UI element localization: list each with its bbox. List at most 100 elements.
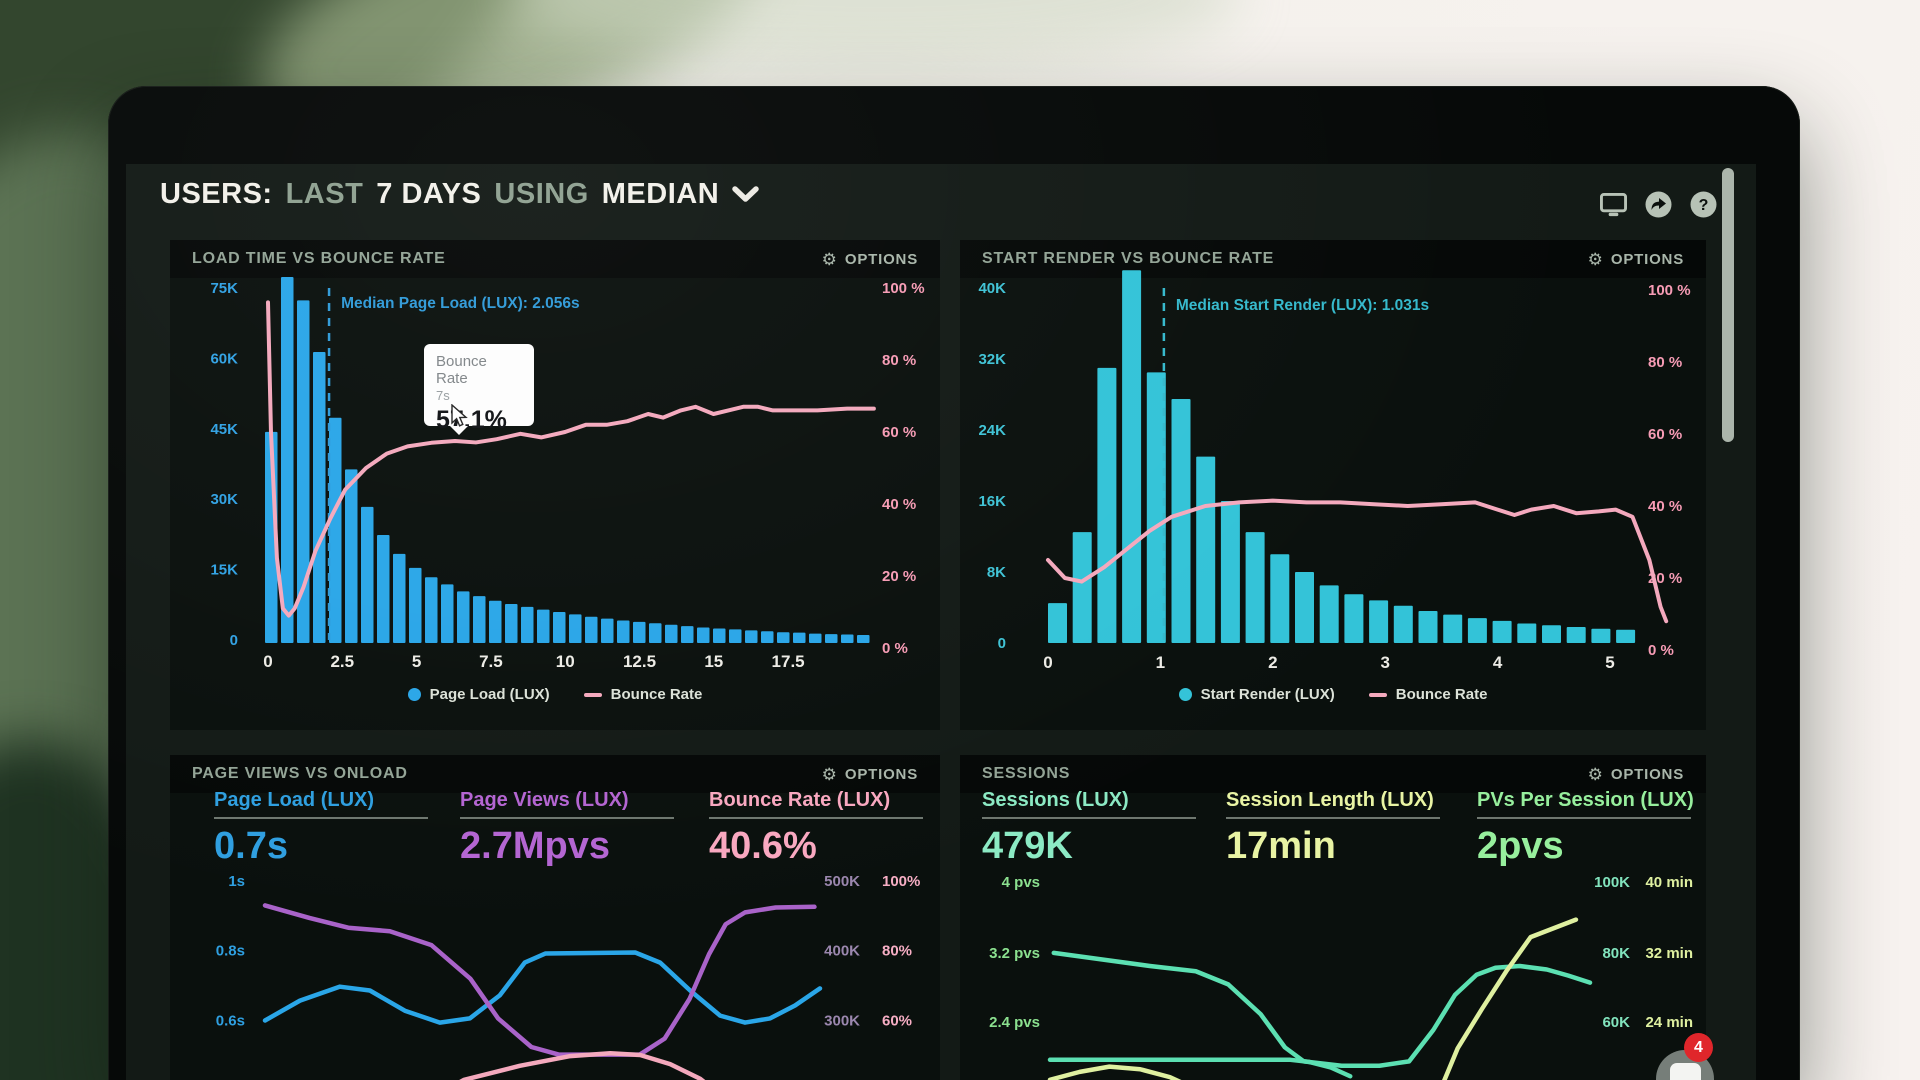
x-axis-tick-label: 10 [556,652,575,671]
histogram-bar [1566,627,1586,643]
histogram-bar [1146,372,1166,643]
y-axis-right-label: 20 % [882,568,916,585]
histogram-bar [633,621,646,643]
title-part: 7 DAYS [376,178,482,210]
histogram-bar [1196,456,1216,643]
y-axis-right-label: 0 % [882,640,908,657]
metric-label: PVs Per Session (LUX) [1477,789,1694,811]
histogram-bar [1369,600,1389,643]
axis-label: 400K [824,943,860,960]
gear-icon: ⚙ [1587,249,1603,269]
options-label: OPTIONS [1610,250,1684,268]
legend-dash-swatch [583,692,602,697]
metric-label: Page Load (LUX) [214,789,375,811]
histogram-bar [809,633,822,643]
y-axis-right-label: 60 % [1648,426,1682,443]
metric-label: Sessions (LUX) [982,789,1129,811]
series-line [1442,917,1579,1080]
histogram-bar [1492,620,1512,643]
y-axis-left-label: 16K [978,493,1006,510]
x-axis-tick-label: 5 [412,652,421,671]
x-axis-tick-label: 4 [1493,653,1503,672]
x-axis-tick-label: 3 [1380,653,1389,672]
y-axis-left-label: 8K [987,564,1006,581]
histogram-bar [441,584,454,643]
options-button[interactable]: ⚙ OPTIONS [1588,251,1684,268]
histogram-bar [729,629,742,643]
histogram-bar [745,630,758,643]
histogram-bar [1517,623,1537,643]
histogram-bar [537,609,550,643]
x-axis-tick-label: 12.5 [623,652,656,671]
bounce-rate-line [1046,498,1669,624]
histogram-bar [1072,532,1092,643]
axis-label: 500K [824,873,860,890]
metric-value: 0.7s [214,825,288,867]
users-filter-dropdown[interactable]: USERS: LAST 7 DAYS USING MEDIAN [160,178,759,211]
histogram-bar [585,616,598,643]
legend-item[interactable]: Start Render (LUX) [1178,686,1335,703]
histogram-bar [713,628,726,643]
options-button[interactable]: ⚙ OPTIONS [1588,766,1684,783]
title-part: USING [494,178,589,210]
y-axis-left-label: 0 [998,635,1006,652]
legend-item[interactable]: Bounce Rate [583,686,703,703]
chat-notification-badge: 4 [1684,1033,1713,1062]
options-button[interactable]: ⚙ OPTIONS [822,251,918,268]
y-axis-right-label: 0 % [1648,642,1674,659]
gear-icon: ⚙ [821,764,837,784]
metric-underline [1477,817,1691,819]
title-part: LAST [285,178,364,210]
axis-label: 40 min [1645,874,1693,891]
panel-header: SESSIONS ⚙ OPTIONS [960,755,1706,793]
axis-label: 60K [1602,1014,1630,1031]
axis-label: 100% [882,873,920,890]
histogram-bar [361,506,374,643]
histogram-bar [857,635,870,643]
options-button[interactable]: ⚙ OPTIONS [822,766,918,783]
legend-dot-swatch [1178,688,1192,701]
metric-underline [214,817,428,819]
x-axis-tick-label: 2 [1268,653,1277,672]
histogram-bar [1616,629,1636,643]
metric-value: 17min [1226,825,1336,867]
histogram-bar [1245,532,1265,643]
x-axis-tick-label: 2.5 [330,652,354,671]
share-icon[interactable] [1645,191,1672,218]
chart-tooltip: Bounce Rate 7s 57.1% [424,344,534,435]
legend-label: Bounce Rate [610,686,703,703]
page-views-chart[interactable]: 1s 0.8s 0.6s 500K 400K 300K 100% 80% 60% [170,755,940,1080]
help-icon[interactable]: ? [1690,191,1717,218]
legend-label: Start Render (LUX) [1200,686,1335,703]
panel-title: SESSIONS [982,765,1071,782]
legend-item[interactable]: Page Load (LUX) [407,686,550,703]
metric-label: Bounce Rate (LUX) [709,789,891,811]
legend-label: Page Load (LUX) [429,686,550,703]
histogram-bar [313,352,326,643]
y-axis-left-label: 40K [978,280,1006,297]
series-line [1047,1057,1353,1079]
axis-label: 24 min [1645,1014,1693,1031]
scrollbar-thumb[interactable] [1722,168,1734,442]
legend-dot-swatch [407,688,421,701]
panel-start-render-vs-bounce-rate: START RENDER VS BOUNCE RATE ⚙ OPTIONS 40… [960,240,1706,730]
histogram-bar [793,632,806,643]
panel-sessions: SESSIONS ⚙ OPTIONS Sessions (LUX) 479K S… [960,755,1706,1080]
metric-value: 40.6% [709,825,817,867]
load-time-chart[interactable]: 75K 60K 45K 30K 15K 0 100 % 80 % 60 % 40 % 20 % 0 %… [170,240,940,730]
gear-icon: ⚙ [1587,764,1603,784]
histogram-bar [697,627,710,643]
display-icon[interactable] [1600,191,1627,218]
histogram-bar [825,634,838,643]
histogram-bar [1097,367,1117,643]
x-axis-tick-label: 5 [1605,653,1614,672]
options-label: OPTIONS [844,250,918,268]
title-part: MEDIAN [601,178,720,210]
histogram-bar [377,535,390,643]
axis-label: 100K [1594,874,1630,891]
histogram-bar [761,631,774,643]
sessions-chart[interactable]: 4 pvs 3.2 pvs 2.4 pvs 100K 80K 60K 40 min 32 mi… [960,755,1706,1080]
legend-item[interactable]: Bounce Rate [1368,686,1487,703]
panel-page-views-vs-onload: PAGE VIEWS VS ONLOAD ⚙ OPTIONS Page Load… [170,755,940,1080]
